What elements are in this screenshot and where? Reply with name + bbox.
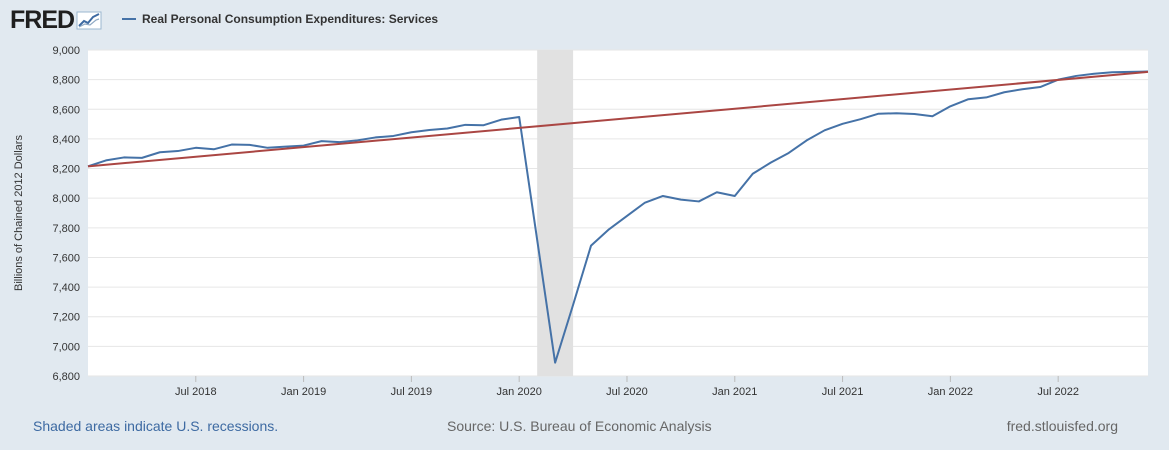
x-tick-label: Jan 2021 [712, 386, 757, 398]
x-axis-ticks: Jul 2018 Jan 2019 Jul 2019 Jan 2020 Jul 2020… [175, 376, 1079, 398]
fred-logo-text: FRED [10, 6, 75, 34]
y-axis-ticks: 6,800 7,000 7,200 7,400 7,600 7,800 8,000 8,200… [52, 45, 80, 383]
grid-lines [88, 49, 1148, 377]
y-tick-label: 8,600 [52, 104, 80, 116]
y-tick-label: 7,600 [52, 252, 80, 264]
x-tick-label: Jul 2021 [822, 386, 864, 398]
site-link[interactable]: fred.stlouisfed.org [1006, 418, 1118, 434]
series-lines [87, 70, 1149, 364]
x-tick-label: Jan 2022 [928, 386, 973, 398]
recession-band [537, 50, 574, 376]
x-tick-label: Jan 2019 [281, 386, 326, 398]
legend-label: Real Personal Consumption Expenditures: … [142, 12, 439, 26]
y-tick-label: 8,400 [52, 134, 80, 146]
y-tick-label: 8,800 [52, 75, 80, 87]
x-tick-label: Jul 2022 [1037, 386, 1079, 398]
source-note: Source: U.S. Bureau of Economic Analysis [447, 418, 712, 434]
x-tick-label: Jul 2020 [606, 386, 648, 398]
y-tick-label: 7,200 [52, 312, 80, 324]
legend: Real Personal Consumption Expenditures: … [122, 11, 438, 27]
series-line [87, 70, 1149, 364]
chart-trend-icon [76, 11, 102, 30]
legend-swatch [122, 18, 136, 20]
y-tick-label: 9,000 [52, 45, 80, 57]
y-tick-label: 7,000 [52, 341, 80, 353]
y-axis-title: Billions of Chained 2012 Dollars [13, 135, 25, 291]
trend-line [87, 70, 1149, 168]
recession-shading [537, 50, 574, 376]
x-tick-label: Jul 2018 [175, 386, 217, 398]
x-tick-label: Jul 2019 [391, 386, 433, 398]
y-tick-label: 6,800 [52, 371, 80, 383]
y-tick-label: 7,400 [52, 282, 80, 294]
fred-logo[interactable]: FRED [10, 6, 102, 34]
y-tick-label: 7,800 [52, 223, 80, 235]
plot-background [88, 50, 1148, 376]
y-tick-label: 8,000 [52, 193, 80, 205]
recession-note-link[interactable]: Shaded areas indicate U.S. recessions. [33, 418, 279, 434]
y-tick-label: 8,200 [52, 164, 80, 176]
x-tick-label: Jan 2020 [497, 386, 542, 398]
